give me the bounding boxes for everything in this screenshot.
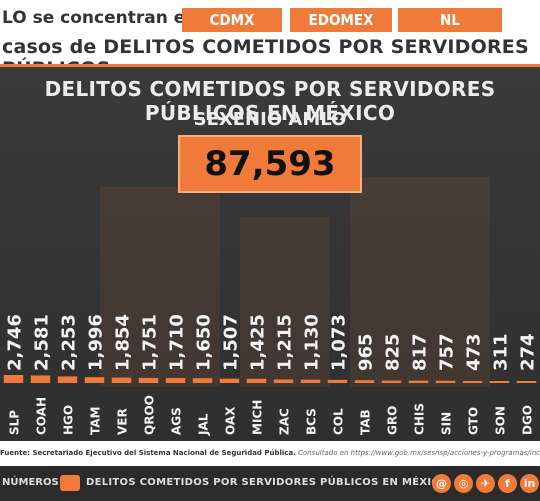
- bar-gro: [381, 380, 402, 383]
- category-label-gto: GTO: [467, 407, 481, 435]
- value-label-coah: 2,581: [32, 314, 53, 371]
- category-label-col: COL: [332, 408, 346, 435]
- bar-col: [327, 379, 348, 383]
- watermark-shape: [240, 217, 330, 387]
- category-label-zac: ZAC: [278, 408, 292, 435]
- value-label-tam: 1,996: [86, 314, 107, 371]
- pill-cdmx: CDMX: [182, 8, 282, 32]
- bar-chart: 2,746 SLP 2,581 COAH 2,253 HGO 1,996 TAM 1,854 VE…: [3, 314, 539, 436]
- category-label-qroo: QROO: [143, 395, 157, 435]
- category-label-tam: TAM: [89, 407, 103, 435]
- facebook-icon[interactable]: f: [498, 474, 517, 493]
- bar-jal: [192, 378, 213, 383]
- category-label-tab: TAB: [359, 409, 373, 435]
- watermark-shape: [100, 187, 220, 387]
- category-label-mich: MICH: [251, 400, 265, 435]
- mention-icon[interactable]: @: [432, 474, 451, 493]
- value-label-son: 311: [491, 333, 512, 371]
- category-label-hgo: HGO: [62, 405, 76, 435]
- chart-title: DELITOS COMETIDOS POR SERVIDORES PÚBLICO…: [44, 77, 496, 125]
- value-label-qroo: 1,751: [140, 314, 161, 371]
- value-label-bcs: 1,130: [302, 314, 323, 371]
- bar-chis: [408, 380, 429, 383]
- total-box: 87,593: [178, 135, 362, 193]
- category-label-ver: VER: [116, 408, 130, 435]
- value-label-sin: 757: [437, 333, 458, 371]
- total-value: 87,593: [204, 144, 336, 184]
- value-label-ags: 1,710: [167, 314, 188, 371]
- bottom-bar: NÚMEROS DELITOS COMETIDOS POR SERVIDORES…: [0, 466, 540, 501]
- source-note: Fuente: Secretariado Ejecutivo del Siste…: [0, 442, 540, 464]
- category-label-slp: SLP: [8, 410, 22, 435]
- category-label-dgo: DGO: [521, 405, 535, 435]
- instagram-icon[interactable]: ◎: [454, 474, 473, 493]
- header-divider: [0, 64, 540, 67]
- linkedin-icon[interactable]: in: [520, 474, 539, 493]
- pill-edomex: EDOMEX: [290, 8, 392, 32]
- value-label-chis: 817: [410, 333, 431, 371]
- brand-tagline: DELITOS COMETIDOS POR SERVIDORES PÚBLICO…: [86, 477, 448, 488]
- bar-bcs: [300, 379, 321, 383]
- source-label: Fuente: Secretariado Ejecutivo del Siste…: [0, 449, 296, 457]
- bar-mich: [246, 378, 267, 383]
- bar-qroo: [138, 377, 159, 383]
- value-label-tab: 965: [356, 333, 377, 371]
- value-label-jal: 1,650: [194, 314, 215, 371]
- category-label-gro: GRO: [386, 406, 400, 435]
- bar-tab: [354, 380, 375, 383]
- bar-dgo: [516, 381, 537, 383]
- watermark-shape: [350, 177, 490, 387]
- bar-hgo: [57, 376, 78, 383]
- value-label-hgo: 2,253: [59, 314, 80, 371]
- bar-tam: [84, 377, 105, 383]
- category-label-oax: OAX: [224, 406, 238, 435]
- header-line-1: LO se concentran en: [2, 8, 198, 28]
- value-label-ver: 1,854: [113, 314, 134, 371]
- bar-zac: [273, 379, 294, 383]
- value-label-slp: 2,746: [5, 314, 26, 371]
- brand-left: NÚMEROS: [2, 477, 59, 488]
- category-label-coah: COAH: [35, 397, 49, 435]
- value-label-gto: 473: [464, 333, 485, 371]
- bar-ags: [165, 378, 186, 383]
- value-label-zac: 1,215: [275, 314, 296, 371]
- header: LO se concentran en CDMX EDOMEX NL casos…: [0, 0, 540, 80]
- category-label-bcs: BCS: [305, 408, 319, 435]
- category-label-jal: JAL: [197, 413, 211, 436]
- bar-sin: [435, 380, 456, 383]
- twitter-icon[interactable]: ✈: [476, 474, 495, 493]
- chart-subtitle: SEXENIO AMLO: [193, 109, 347, 130]
- bar-slp: [3, 375, 24, 383]
- value-label-dgo: 274: [518, 333, 539, 371]
- chart-panel: DELITOS COMETIDOS POR SERVIDORES PÚBLICO…: [0, 67, 540, 441]
- bar-gto: [462, 381, 483, 383]
- category-label-ags: AGS: [170, 407, 184, 435]
- category-label-son: SON: [494, 406, 508, 435]
- pill-nl: NL: [398, 8, 502, 32]
- category-label-sin: SIN: [440, 412, 454, 435]
- bar-son: [489, 381, 510, 383]
- value-label-oax: 1,507: [221, 314, 242, 371]
- value-label-mich: 1,425: [248, 314, 269, 371]
- brand-logo-icon: [60, 475, 80, 491]
- bar-oax: [219, 378, 240, 383]
- source-url: Consultado en https://www.gob.mx/sesnsp/…: [298, 449, 540, 457]
- value-label-gro: 825: [383, 333, 404, 371]
- bar-coah: [30, 375, 51, 383]
- value-label-col: 1,073: [329, 314, 350, 371]
- category-label-chis: CHIS: [413, 403, 427, 435]
- bar-ver: [111, 377, 132, 383]
